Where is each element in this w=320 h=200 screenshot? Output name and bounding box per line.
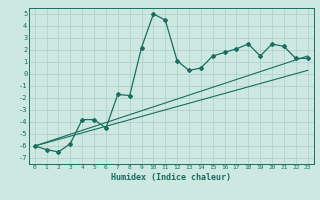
X-axis label: Humidex (Indice chaleur): Humidex (Indice chaleur) [111,173,231,182]
